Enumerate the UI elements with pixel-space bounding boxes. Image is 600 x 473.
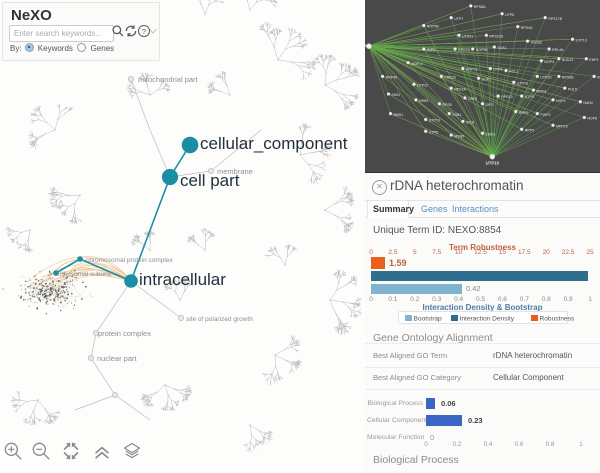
svg-text:EMG1: EMG1	[486, 132, 496, 136]
svg-text:UTP22: UTP22	[417, 83, 428, 87]
svg-text:NOP4: NOP4	[544, 60, 554, 64]
svg-text:NOP6: NOP6	[587, 117, 597, 121]
svg-text:RPS1A: RPS1A	[454, 87, 466, 91]
svg-text:UTP10: UTP10	[486, 161, 500, 166]
svg-text:UTP5: UTP5	[525, 95, 534, 99]
svg-text:SSA1: SSA1	[497, 46, 506, 50]
svg-text:protein complex: protein complex	[98, 329, 151, 338]
svg-text:POL5: POL5	[568, 87, 577, 91]
svg-text:RPS9B: RPS9B	[562, 76, 574, 80]
svg-text:RPS22A: RPS22A	[489, 35, 503, 39]
svg-text:mitochondrial part: mitochondrial part	[138, 75, 199, 84]
svg-text:UTP4: UTP4	[493, 68, 502, 72]
svg-text:intracellular: intracellular	[139, 270, 226, 289]
svg-text:SIC6: SIC6	[466, 121, 474, 125]
svg-text:RCL1: RCL1	[509, 70, 518, 74]
svg-text:NOP58: NOP58	[476, 48, 488, 52]
svg-text:UTP6: UTP6	[505, 13, 514, 17]
svg-text:RRP5: RRP5	[525, 129, 535, 133]
svg-text:NOP14: NOP14	[411, 62, 423, 66]
svg-text:RPS7A: RPS7A	[458, 48, 470, 52]
svg-text:RPS13: RPS13	[501, 95, 512, 99]
svg-text:BMS1: BMS1	[394, 113, 404, 117]
svg-text:SOF1: SOF1	[482, 78, 491, 82]
svg-text:RRP45: RRP45	[386, 76, 398, 80]
svg-text:MPP10: MPP10	[556, 125, 568, 129]
svg-text:DIP2: DIP2	[486, 103, 494, 107]
svg-text:RPS8A: RPS8A	[474, 5, 486, 9]
svg-text:UTP8: UTP8	[429, 130, 438, 134]
svg-text:SSB1: SSB1	[452, 113, 461, 117]
svg-text:HSC82: HSC82	[531, 40, 543, 44]
svg-text:RPS5: RPS5	[442, 103, 451, 107]
svg-text:RPS17B: RPS17B	[548, 17, 562, 21]
svg-text:URB1: URB1	[419, 99, 429, 103]
svg-text:PWP2: PWP2	[540, 113, 550, 117]
svg-text:chromosomal protein complex: chromosomal protein complex	[86, 257, 173, 264]
svg-text:cellular_component: cellular_component	[200, 134, 348, 153]
svg-text:KRE33: KRE33	[444, 76, 455, 80]
svg-text:DIM1: DIM1	[392, 93, 401, 97]
svg-text:CBF5: CBF5	[468, 97, 477, 101]
svg-text:RPS4A: RPS4A	[521, 26, 533, 30]
svg-text:UTP20: UTP20	[540, 76, 551, 80]
svg-text:UTP21: UTP21	[462, 35, 473, 39]
svg-text:?: ?	[142, 27, 146, 36]
svg-text:nuclear part: nuclear part	[97, 354, 138, 363]
svg-text:MSN5: MSN5	[454, 134, 464, 138]
svg-text:UTP13: UTP13	[576, 38, 587, 42]
svg-text:RRP12: RRP12	[466, 68, 478, 72]
svg-text:UTP18: UTP18	[517, 82, 528, 86]
svg-text:cell part: cell part	[180, 171, 240, 190]
svg-text:BUD21: BUD21	[562, 58, 574, 62]
svg-text:ENP1: ENP1	[589, 58, 598, 62]
svg-text:RPL4A: RPL4A	[552, 48, 564, 52]
svg-text:NOC4: NOC4	[536, 89, 546, 93]
svg-text:RRP9: RRP9	[519, 111, 529, 115]
svg-text:site of polarized growth: site of polarized growth	[186, 316, 253, 323]
svg-text:NAN1: NAN1	[583, 101, 593, 105]
svg-text:UTP7: UTP7	[454, 17, 463, 21]
svg-text:NOP1: NOP1	[556, 99, 566, 103]
svg-text:UTP15: UTP15	[429, 119, 440, 123]
svg-text:NOP56: NOP56	[427, 25, 439, 29]
svg-text:ribosomal subunit: ribosomal subunit	[60, 271, 111, 278]
svg-text:IMP3: IMP3	[427, 48, 435, 52]
